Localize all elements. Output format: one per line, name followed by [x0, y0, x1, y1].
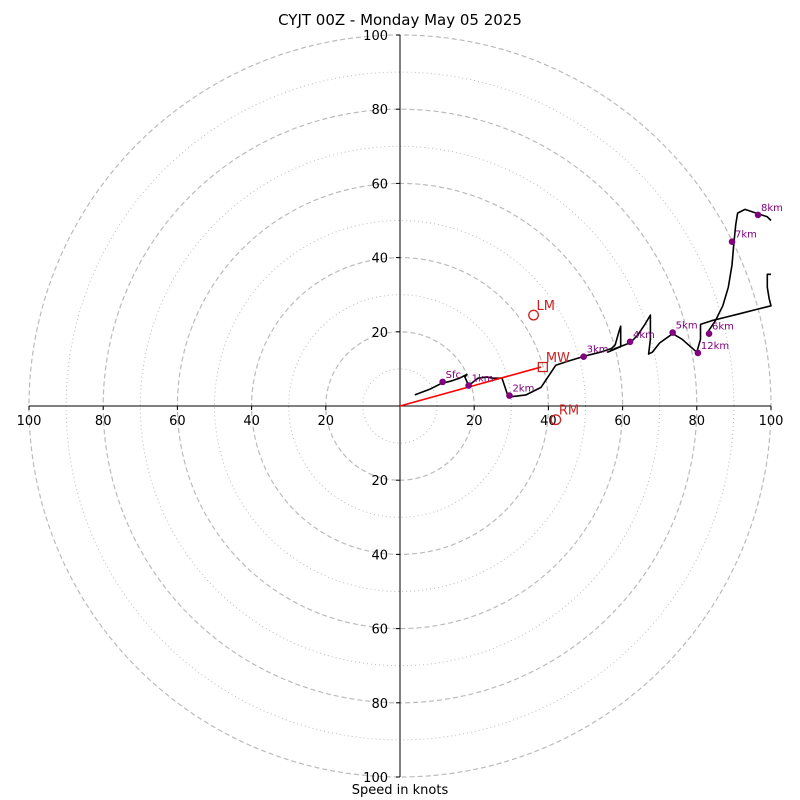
height-label-5km: 5km: [676, 321, 698, 332]
height-label-1km: 1km: [472, 374, 494, 385]
height-marker-8km: [754, 211, 762, 219]
hodograph-line: [414, 273, 772, 398]
x-tick-label: 80: [689, 414, 706, 429]
y-tick-label: 20: [371, 474, 388, 489]
y-tick-label: 100: [363, 29, 388, 44]
y-tick-label: 80: [371, 697, 388, 712]
height-marker-12km: [694, 349, 702, 357]
height-label-Sfc: Sfc: [446, 370, 461, 381]
x-tick-label: 20: [318, 414, 335, 429]
y-tick-label: 80: [371, 103, 388, 118]
x-tick-label: 60: [169, 414, 186, 429]
y-tick-label: 100: [363, 771, 388, 786]
y-tick-label: 60: [371, 177, 388, 192]
x-tick-label: 40: [540, 414, 557, 429]
height-marker-4km: [626, 338, 634, 346]
height-label-3km: 3km: [587, 345, 609, 356]
x-tick-label: 100: [759, 414, 784, 429]
y-tick-label: 40: [371, 548, 388, 563]
height-marker-3km: [580, 353, 587, 360]
height-label-12km: 12km: [701, 341, 729, 352]
x-tick-label: 60: [614, 414, 631, 429]
storm-label-RM: RM: [559, 404, 579, 419]
x-tick-label: 20: [466, 414, 483, 429]
height-label-2km: 2km: [512, 384, 534, 395]
x-tick-label: 100: [17, 414, 42, 429]
chart-title: CYJT 00Z - Monday May 05 2025: [278, 11, 522, 29]
x-tick-label: 80: [95, 414, 112, 429]
storm-marker-RM: [550, 414, 562, 426]
height-marker-7km: [728, 238, 736, 245]
height-marker-2km: [506, 392, 513, 399]
height-label-7km: 7km: [735, 230, 757, 241]
height-marker-6km: [705, 330, 713, 337]
storm-marker-LM: [528, 309, 540, 321]
height-label-8km: 8km: [761, 203, 783, 214]
y-tick-label: 60: [371, 623, 388, 638]
height-marker-Sfc: [439, 378, 446, 386]
y-tick-label: 40: [371, 252, 388, 267]
storm-label-MW: MW: [546, 351, 570, 366]
x-axis-label: Speed in knots: [351, 783, 449, 798]
x-tick-label: 40: [243, 414, 260, 429]
y-tick-label: 20: [371, 326, 388, 341]
height-marker-1km: [465, 382, 472, 389]
height-label-4km: 4km: [633, 330, 655, 341]
height-label-6km: 6km: [712, 322, 734, 333]
storm-label-LM: LM: [537, 299, 555, 314]
storm-marker-MW: [537, 361, 548, 373]
height-marker-5km: [669, 329, 676, 336]
